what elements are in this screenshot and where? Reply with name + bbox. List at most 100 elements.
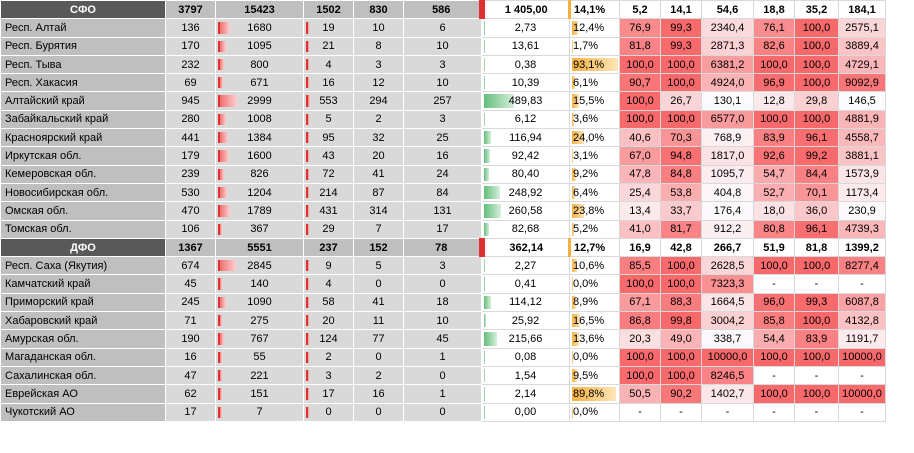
col-c5-text: 10 <box>436 40 449 53</box>
col-c4: 0 <box>353 402 404 422</box>
group-total-c5-text: 78 <box>435 241 448 254</box>
heat-cell-0-text: 81,8 <box>629 40 651 53</box>
col-c4: 8 <box>353 36 404 56</box>
region-name: Еврейская АО <box>0 384 166 404</box>
col-c1-text: 239 <box>181 168 200 181</box>
col-c2-bar <box>218 58 225 71</box>
group-heat-2: 266,7 <box>701 237 754 258</box>
heat-cell-4: 100,0 <box>794 36 839 56</box>
heat-cell-4: 100,0 <box>794 384 839 404</box>
col-c5-text: 16 <box>436 150 449 163</box>
heat-cell-4-text: 100,0 <box>802 40 831 53</box>
col-c4: 41 <box>353 292 404 313</box>
heat-cell-0-text: 100,0 <box>626 113 654 126</box>
col-pct-bar <box>572 314 581 328</box>
heat-cell-3: 80,8 <box>753 219 795 239</box>
group-total-pct: 12,7% <box>568 237 620 258</box>
col-pct-text: 6,4% <box>573 186 599 199</box>
col-value-text: 25,92 <box>511 314 540 327</box>
col-value-bar <box>484 149 491 163</box>
heat-cell-4-text: 83,9 <box>805 332 828 345</box>
col-c1: 69 <box>165 73 216 93</box>
col-value-text: 0,00 <box>514 406 537 419</box>
heat-cell-5-text: 10000,0 <box>842 351 882 364</box>
region-name-text: Амурская обл. <box>5 332 79 345</box>
col-c3-bar <box>306 351 309 363</box>
col-pct-text: 8,9% <box>573 296 599 309</box>
col-c5: 3 <box>403 109 482 130</box>
heat-cell-0-text: 100,0 <box>626 351 654 364</box>
col-pct-text: 6,1% <box>573 76 599 89</box>
heat-cell-2-text: 2340,4 <box>710 21 745 34</box>
heat-cell-3: 100,0 <box>753 54 795 75</box>
heat-cell-1-text: 53,8 <box>670 186 692 199</box>
col-value-bar <box>484 167 490 181</box>
col-c3-bar <box>306 77 309 89</box>
heat-cell-1: 99,3 <box>660 18 702 38</box>
heat-cell-3-text: 80,8 <box>763 223 785 236</box>
col-value-bar <box>484 387 485 401</box>
col-c2-bar <box>218 132 228 144</box>
col-c2-text: 826 <box>250 168 269 181</box>
col-c3-text: 4 <box>325 58 332 71</box>
col-c4: 11 <box>353 311 404 331</box>
heat-cell-3: - <box>753 365 795 386</box>
col-c3-bar <box>306 132 309 144</box>
heat-cell-1-text: 33,7 <box>670 204 692 217</box>
col-value: 13,61 <box>481 36 570 56</box>
col-c5: 24 <box>403 164 482 184</box>
col-value: 114,12 <box>481 292 570 313</box>
col-c1-text: 106 <box>181 223 200 236</box>
group-total-pct-text: 12,7% <box>574 241 606 254</box>
group-name: СФО <box>0 0 166 20</box>
col-c5-text: 0 <box>439 369 446 382</box>
col-c5-text: 0 <box>439 406 446 419</box>
heat-cell-0: - <box>619 402 661 422</box>
heat-cell-5: - <box>838 365 886 386</box>
col-c5: 0 <box>403 402 482 422</box>
col-value-bar <box>484 259 485 273</box>
heat-cell-2-text: - <box>725 406 730 419</box>
heat-cell-5-text: 10000,0 <box>842 387 882 400</box>
group-total-pct-text: 14,1% <box>574 3 606 16</box>
col-pct-text: 5,2% <box>573 223 599 236</box>
col-c3: 43 <box>303 146 354 166</box>
heat-cell-1-text: 100,0 <box>667 259 695 272</box>
col-c3-bar <box>306 278 309 290</box>
col-pct: 3,1% <box>569 146 620 166</box>
heat-cell-0-text: 100,0 <box>626 58 654 71</box>
col-c2-text: 767 <box>250 332 269 345</box>
col-c5: 18 <box>403 292 482 313</box>
heat-cell-3: 92,6 <box>753 146 795 166</box>
col-c3-text: 214 <box>319 186 338 199</box>
col-c5: 17 <box>403 219 482 239</box>
col-value: 215,66 <box>481 329 570 349</box>
col-c3-text: 431 <box>319 204 338 217</box>
heat-cell-2: - <box>701 402 754 422</box>
region-name: Магаданская обл. <box>0 347 166 367</box>
col-pct: 5,2% <box>569 219 620 239</box>
col-value-bar <box>484 204 501 218</box>
group-heat-2-text: 54,6 <box>716 3 739 16</box>
col-pct-text: 12,4% <box>573 21 605 34</box>
region-name: Респ. Хакасия <box>0 73 166 93</box>
col-pct: 3,6% <box>569 109 620 130</box>
col-c5-text: 3 <box>439 113 446 126</box>
col-pct-bar <box>572 259 578 273</box>
heat-cell-1: 100,0 <box>660 347 702 367</box>
col-pct: 0,0% <box>569 347 620 367</box>
col-c3: 124 <box>303 329 354 349</box>
col-c3-text: 3 <box>325 369 332 382</box>
heat-cell-0-text: - <box>638 406 642 419</box>
group-heat-5-text: 184,1 <box>848 3 876 16</box>
heat-cell-1-text: 100,0 <box>667 58 695 71</box>
col-c3-text: 43 <box>322 150 335 163</box>
region-name: Новосибирская обл. <box>0 182 166 203</box>
heat-cell-2-text: 2871,3 <box>710 40 745 53</box>
col-value: 1,54 <box>481 365 570 386</box>
region-row: Новосибирская обл. 530 1204 214 87 84 248,92 6,… <box>0 182 886 203</box>
heat-cell-5-text: 3889,4 <box>845 40 879 53</box>
col-c2-text: 800 <box>250 58 269 71</box>
col-pct: 24,0% <box>569 128 620 148</box>
col-c2-text: 2999 <box>247 95 272 108</box>
